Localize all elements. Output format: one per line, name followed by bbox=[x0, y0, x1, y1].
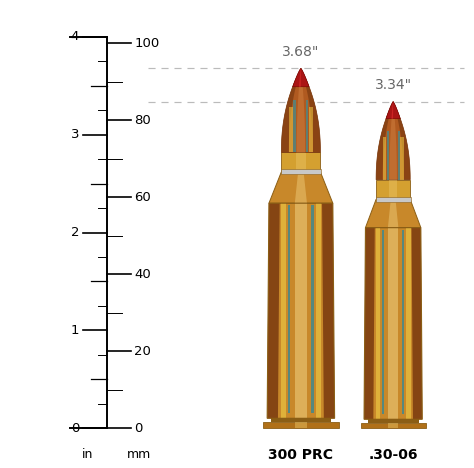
Polygon shape bbox=[387, 131, 389, 180]
Polygon shape bbox=[288, 205, 291, 413]
Polygon shape bbox=[263, 422, 338, 428]
Polygon shape bbox=[364, 227, 422, 419]
Polygon shape bbox=[365, 199, 421, 227]
Polygon shape bbox=[309, 107, 313, 153]
Text: 3: 3 bbox=[71, 128, 79, 141]
Polygon shape bbox=[398, 131, 400, 180]
Text: mm: mm bbox=[128, 448, 152, 461]
Polygon shape bbox=[376, 197, 410, 202]
Text: 3.34": 3.34" bbox=[374, 78, 412, 92]
Polygon shape bbox=[295, 203, 307, 418]
Text: 20: 20 bbox=[134, 344, 151, 358]
Polygon shape bbox=[322, 203, 335, 418]
Polygon shape bbox=[383, 137, 386, 180]
Text: 60: 60 bbox=[134, 190, 151, 204]
Polygon shape bbox=[367, 419, 419, 423]
Text: 2: 2 bbox=[71, 226, 79, 239]
Polygon shape bbox=[267, 203, 280, 418]
Polygon shape bbox=[282, 153, 320, 172]
Polygon shape bbox=[376, 180, 410, 199]
Polygon shape bbox=[269, 172, 333, 203]
Polygon shape bbox=[402, 230, 404, 414]
Polygon shape bbox=[390, 102, 397, 180]
Text: 100: 100 bbox=[134, 37, 159, 50]
Polygon shape bbox=[281, 203, 286, 418]
Polygon shape bbox=[376, 227, 380, 419]
Text: 1: 1 bbox=[71, 324, 79, 337]
Polygon shape bbox=[388, 199, 398, 227]
Polygon shape bbox=[282, 68, 320, 153]
Polygon shape bbox=[406, 227, 410, 419]
Text: 3.68": 3.68" bbox=[282, 44, 319, 58]
Polygon shape bbox=[393, 102, 410, 180]
Polygon shape bbox=[364, 227, 375, 419]
Polygon shape bbox=[386, 102, 401, 119]
Polygon shape bbox=[271, 418, 330, 422]
Polygon shape bbox=[295, 422, 307, 428]
Polygon shape bbox=[299, 68, 301, 87]
Polygon shape bbox=[311, 205, 314, 413]
Polygon shape bbox=[282, 68, 301, 153]
Polygon shape bbox=[392, 102, 393, 119]
Polygon shape bbox=[296, 153, 306, 172]
Polygon shape bbox=[389, 180, 397, 199]
Polygon shape bbox=[301, 68, 320, 153]
Polygon shape bbox=[267, 203, 335, 418]
Text: 0: 0 bbox=[71, 422, 79, 435]
Text: 40: 40 bbox=[134, 268, 151, 281]
Polygon shape bbox=[376, 102, 393, 180]
Text: 0: 0 bbox=[134, 422, 143, 435]
Polygon shape bbox=[388, 423, 398, 428]
Polygon shape bbox=[401, 137, 404, 180]
Polygon shape bbox=[293, 100, 296, 153]
Polygon shape bbox=[361, 423, 426, 428]
Polygon shape bbox=[376, 102, 410, 180]
Text: 300 PRC: 300 PRC bbox=[268, 448, 333, 462]
Polygon shape bbox=[411, 227, 422, 419]
Polygon shape bbox=[297, 68, 305, 153]
Polygon shape bbox=[316, 203, 321, 418]
Polygon shape bbox=[382, 230, 384, 414]
Text: 80: 80 bbox=[134, 114, 151, 127]
Text: .30-06: .30-06 bbox=[368, 448, 418, 462]
Polygon shape bbox=[306, 100, 308, 153]
Text: 4: 4 bbox=[71, 30, 79, 44]
Polygon shape bbox=[281, 169, 321, 175]
Polygon shape bbox=[292, 68, 309, 87]
Polygon shape bbox=[295, 172, 307, 203]
Polygon shape bbox=[289, 107, 292, 153]
Polygon shape bbox=[388, 227, 398, 419]
Text: in: in bbox=[82, 448, 94, 461]
